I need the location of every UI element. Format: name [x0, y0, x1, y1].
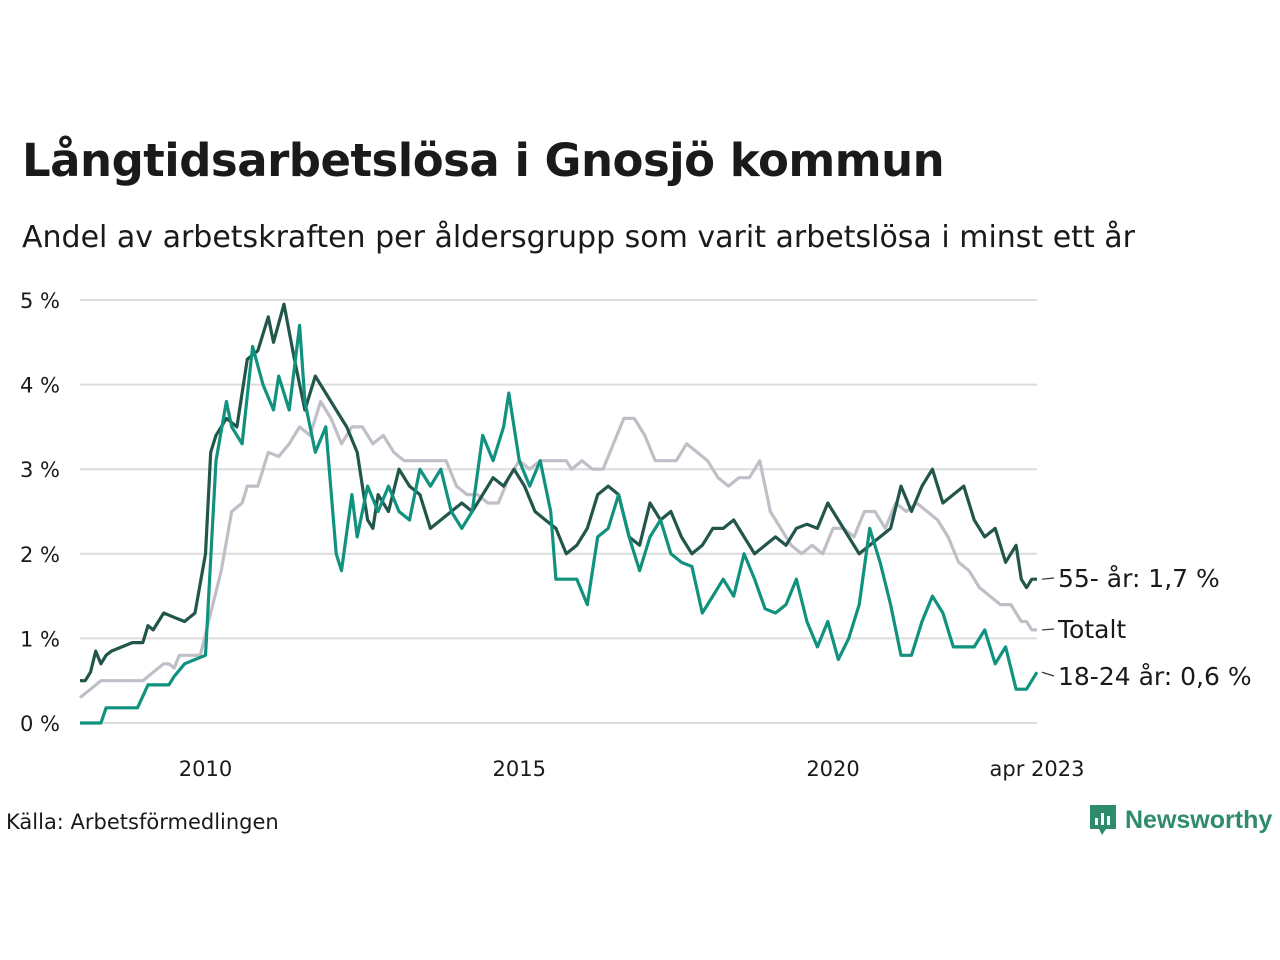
series-line — [80, 323, 1039, 725]
brand-name: Newsworthy — [1125, 805, 1273, 834]
series-end-label: 55- år: 1,7 % — [1058, 564, 1220, 593]
x-tick-label: apr 2023 — [990, 757, 1085, 781]
x-axis-labels: 2010 2015 2020 apr 2023 — [179, 757, 1085, 781]
series-end-labels: Totalt 55- år: 1,7 % 18-24 år: 0,6 % — [1041, 564, 1252, 691]
label-connector — [1041, 671, 1055, 677]
y-axis-labels: 0 % 1 % 2 % 3 % 4 % 5 % — [20, 289, 60, 736]
y-tick-label: 0 % — [20, 712, 60, 736]
y-tick-label: 2 % — [20, 543, 60, 567]
series-end-label: Totalt — [1057, 615, 1126, 644]
y-tick-label: 1 % — [20, 627, 60, 651]
y-tick-label: 4 % — [20, 374, 60, 398]
chart-title: Långtidsarbetslösa i Gnosjö kommun — [22, 134, 945, 187]
label-connector — [1041, 577, 1055, 580]
y-tick-label: 5 % — [20, 289, 60, 313]
x-tick-label: 2015 — [493, 757, 546, 781]
series-end-label: 18-24 år: 0,6 % — [1058, 662, 1252, 691]
newsworthy-logo[interactable]: Newsworthy — [1088, 803, 1272, 837]
y-tick-label: 3 % — [20, 458, 60, 482]
series-line — [79, 399, 1037, 699]
series-line — [80, 302, 1037, 683]
source-note: Källa: Arbetsförmedlingen — [6, 810, 279, 834]
x-tick-label: 2020 — [806, 757, 859, 781]
x-tick-label: 2010 — [179, 757, 232, 781]
newsworthy-bubble-icon — [1090, 805, 1116, 835]
series-lines — [79, 302, 1039, 725]
label-connector — [1041, 628, 1055, 631]
chart-subtitle: Andel av arbetskraften per åldersgrupp s… — [22, 220, 1135, 255]
